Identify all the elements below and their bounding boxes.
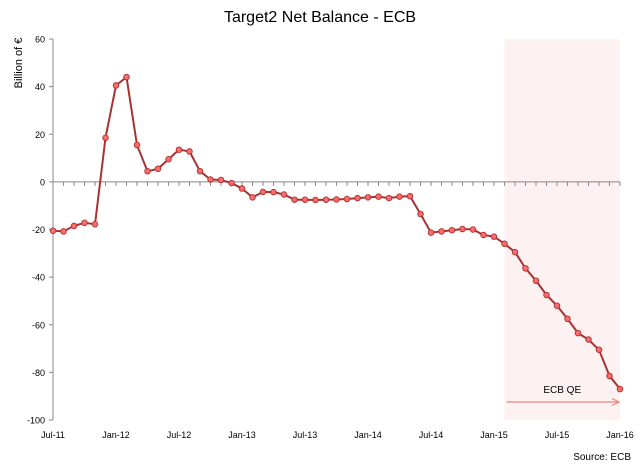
data-point xyxy=(133,141,141,149)
data-point xyxy=(291,196,298,203)
series-markers xyxy=(49,73,624,393)
y-tick-label: 0 xyxy=(40,177,45,187)
qe-annotation: ECB QE xyxy=(506,385,621,407)
data-point xyxy=(270,188,277,196)
data-point xyxy=(385,194,393,202)
x-tick-label: Jul-11 xyxy=(41,430,65,440)
y-tick-label: 40 xyxy=(35,82,45,92)
x-tick-label: Jan-16 xyxy=(606,430,634,440)
data-point xyxy=(595,346,603,354)
x-tick-label: Jul-12 xyxy=(167,430,192,440)
x-tick-label: Jul-15 xyxy=(545,430,570,440)
data-point xyxy=(606,372,613,380)
data-point xyxy=(217,176,225,184)
y-tick-label: -40 xyxy=(32,273,45,283)
data-point xyxy=(81,219,88,227)
y-tick-label: -20 xyxy=(32,225,45,235)
data-point xyxy=(112,82,120,89)
chart-title: Target2 Net Balance - ECB xyxy=(223,9,417,26)
data-point xyxy=(501,240,508,248)
data-point xyxy=(375,193,382,200)
y-axis: 60 40 20 0 -20 -40 -60 -80 -100 xyxy=(27,35,54,426)
y-axis-label: Billion of € xyxy=(13,38,25,89)
data-point xyxy=(102,134,109,142)
x-tick-label: Jan-14 xyxy=(354,430,382,440)
data-point xyxy=(543,291,550,299)
y-tick-label: -100 xyxy=(27,416,45,426)
source-note: Source: ECB xyxy=(573,452,631,463)
data-point xyxy=(123,73,130,81)
data-point xyxy=(186,148,193,155)
y-tick-label: 60 xyxy=(35,35,45,45)
data-point xyxy=(469,226,477,233)
data-point xyxy=(165,156,172,163)
data-point xyxy=(585,336,592,343)
data-point xyxy=(175,146,183,153)
qe-shaded-region xyxy=(504,39,620,420)
data-point xyxy=(396,193,403,200)
data-point xyxy=(511,248,519,256)
y-tick-label: -60 xyxy=(32,320,45,330)
x-tick-label: Jul-14 xyxy=(419,430,444,440)
data-point xyxy=(91,221,99,228)
data-point xyxy=(301,196,309,203)
data-point xyxy=(427,229,435,236)
data-point xyxy=(259,188,267,196)
x-tick-label: Jan-15 xyxy=(480,430,508,440)
data-point xyxy=(60,228,67,235)
x-tick-label: Jan-13 xyxy=(228,430,256,440)
data-point xyxy=(564,315,571,323)
data-point xyxy=(238,185,246,192)
data-point xyxy=(553,302,561,309)
data-point xyxy=(417,210,424,218)
data-point xyxy=(574,329,582,337)
data-point xyxy=(522,265,529,272)
x-tick-label: Jan-12 xyxy=(102,430,130,440)
data-point xyxy=(343,195,351,203)
data-point xyxy=(70,222,78,230)
y-tick-label: -80 xyxy=(32,368,45,378)
data-point xyxy=(280,191,288,198)
x-axis: Jul-11 Jan-12 Jul-12 Jan-13 Jul-13 Jan-14 Jul-… xyxy=(41,181,634,440)
data-point xyxy=(196,167,204,175)
data-point xyxy=(312,196,319,204)
data-point xyxy=(322,196,330,203)
data-point xyxy=(480,231,487,239)
data-point xyxy=(532,277,540,284)
data-point xyxy=(228,179,235,187)
data-point xyxy=(49,227,57,234)
qe-label: ECB QE xyxy=(543,385,581,396)
qe-arrow-head xyxy=(611,397,621,407)
data-point xyxy=(144,167,151,175)
data-point xyxy=(616,385,624,393)
y-tick-label: 20 xyxy=(35,130,45,140)
data-point xyxy=(438,228,445,235)
data-point xyxy=(448,226,456,234)
data-point xyxy=(333,196,340,203)
data-point xyxy=(459,225,466,233)
data-point xyxy=(354,194,361,202)
data-point xyxy=(207,176,214,183)
data-point xyxy=(406,192,414,200)
data-point xyxy=(154,165,162,173)
data-point xyxy=(490,233,498,240)
data-point xyxy=(364,194,372,201)
data-point xyxy=(249,194,256,201)
x-tick-label: Jul-13 xyxy=(293,430,318,440)
